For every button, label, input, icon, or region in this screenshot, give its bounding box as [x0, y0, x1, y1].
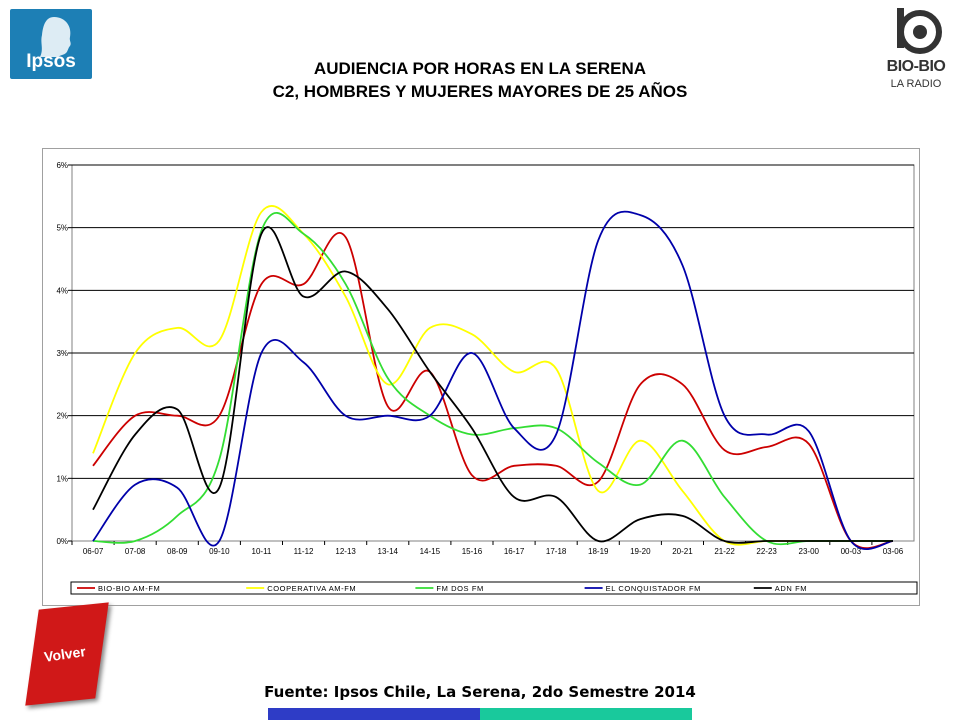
- source-note: Fuente: Ipsos Chile, La Serena, 2do Seme…: [264, 683, 696, 701]
- ipsos-face-icon: [40, 17, 71, 57]
- footer-bar-teal: [480, 708, 692, 720]
- series-line-2: [92, 212, 893, 546]
- volver-button[interactable]: Volver: [22, 600, 114, 708]
- footer-bar-blue: [268, 708, 480, 720]
- x-tick-label: 10-11: [252, 547, 272, 556]
- y-tick-label: 2%: [56, 412, 68, 421]
- audience-line-chart: 0% 1% 2% 3% 4% 5% 6% 06-07 07-08 08-09 09-10 10-11 1…: [56, 161, 918, 595]
- x-tick-label: 17-18: [546, 547, 567, 556]
- biobio-logo: BIO-BIO LA RADIO: [880, 6, 952, 101]
- y-tick-label: 1%: [56, 474, 68, 483]
- y-tick-label: 0%: [56, 537, 68, 546]
- y-tick-label: 5%: [56, 224, 68, 233]
- x-tick-label: 08-09: [167, 547, 188, 556]
- legend-box: [70, 581, 918, 595]
- x-tick-label: 23-00: [799, 547, 820, 556]
- x-tick-label: 00-03: [841, 547, 862, 556]
- legend-label: BIO-BIO AM-FM: [98, 584, 160, 593]
- y-tick-label: 4%: [56, 286, 68, 295]
- biobio-logo-name: BIO-BIO: [886, 58, 946, 75]
- legend-label: FM DOS FM: [436, 584, 483, 593]
- x-tick-label: 09-10: [209, 547, 230, 556]
- legend-label: EL CONQUISTADOR FM: [606, 584, 701, 593]
- series-line-1: [92, 205, 893, 546]
- x-tick-label: 15-16: [462, 547, 483, 556]
- y-tick-label: 3%: [56, 349, 68, 358]
- x-tick-label: 18-19: [588, 547, 609, 556]
- x-tick-label: 11-12: [294, 547, 314, 556]
- ipsos-logo-text: Ipsos: [26, 51, 76, 72]
- x-tick-label: 16-17: [504, 547, 525, 556]
- biobio-b-icon: [897, 8, 942, 54]
- chart-frame: 0% 1% 2% 3% 4% 5% 6% 06-07 07-08 08-09 09-10 10-11 1…: [42, 148, 920, 606]
- page-title: AUDIENCIA POR HORAS EN LA SERENA C2, HOM…: [180, 57, 780, 103]
- x-tick-label: 06-07: [83, 547, 104, 556]
- x-tick-label: 20-21: [672, 547, 693, 556]
- biobio-logo-subtitle: LA RADIO: [890, 78, 942, 90]
- x-tick-label: 03-06: [883, 547, 904, 556]
- x-tick-label: 21-22: [714, 547, 735, 556]
- ipsos-logo: Ipsos: [10, 9, 92, 79]
- y-tick-label: 6%: [56, 161, 68, 170]
- x-tick-label: 14-15: [420, 547, 441, 556]
- series-line-3: [92, 210, 894, 550]
- x-tick-label: 12-13: [335, 547, 356, 556]
- title-line-1: AUDIENCIA POR HORAS EN LA SERENA: [313, 59, 647, 78]
- series-line-4: [92, 226, 893, 544]
- title-line-2: C2, HOMBRES Y MUJERES MAYORES DE 25 AÑOS: [272, 82, 688, 101]
- x-tick-label: 07-08: [125, 547, 146, 556]
- x-tick-label: 13-14: [378, 547, 399, 556]
- x-tick-label: 19-20: [630, 547, 651, 556]
- legend-label: COOPERATIVA AM-FM: [267, 584, 356, 593]
- x-tick-label: 22-23: [756, 547, 777, 556]
- series-line-0: [92, 232, 894, 550]
- legend-label: ADN FM: [775, 584, 807, 593]
